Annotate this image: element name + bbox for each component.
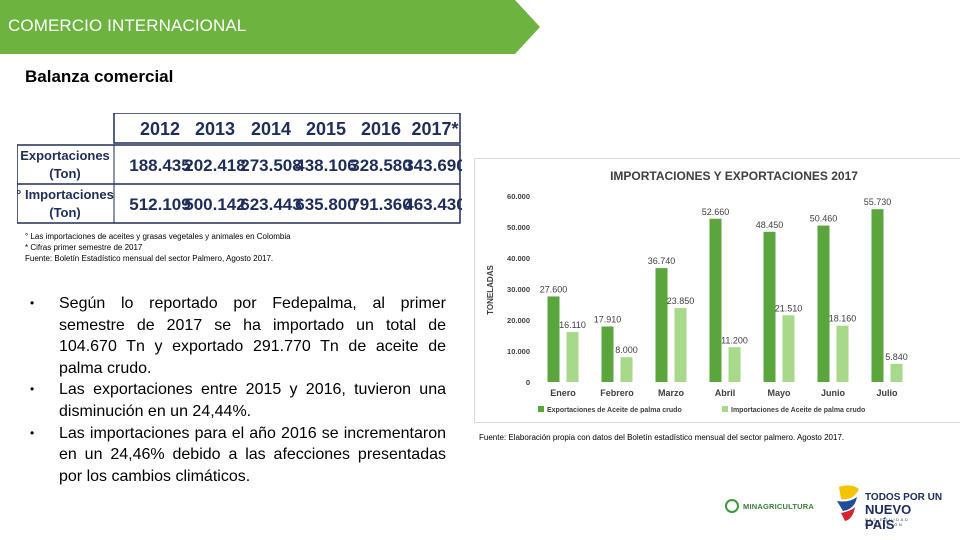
bar-data-label: 27.600 [540, 284, 568, 294]
table-cell: 328.580 [350, 156, 411, 175]
logo-text-line2: NUEVO PAÍS [865, 502, 912, 532]
bullet-symbol: • [30, 382, 35, 397]
bar [890, 363, 903, 382]
y-tick-label: 40.000 [507, 254, 530, 263]
y-tick-label: 20.000 [507, 316, 530, 325]
bar [782, 315, 795, 382]
bar [728, 347, 741, 382]
legend-entry: Exportaciones de Aceite de palma crudo [547, 407, 682, 414]
bar [601, 326, 614, 382]
x-tick-label: Enero [550, 388, 576, 398]
section-subtitle: Balanza comercial [25, 67, 174, 86]
bar-data-label: 5.840 [885, 352, 908, 362]
chart-source: Fuente: Elaboración propia con datos del… [479, 433, 845, 442]
header-band [0, 0, 540, 54]
bar [836, 325, 849, 382]
table-year-header: 2014 [251, 119, 291, 139]
note-line: ° Las importaciones de aceites y grasas … [25, 232, 291, 241]
bar-data-label: 16.110 [559, 320, 586, 330]
x-tick-label: Febrero [600, 388, 634, 398]
logo-text-line1: TODOS POR UN [865, 492, 943, 503]
note-line: Fuente: Boletín Estadístico mensual del … [25, 254, 274, 263]
todos-por-un-nuevo-pais-logo: TODOS POR UN NUEVO PAÍS PAZ EQUIDAD EDUC… [833, 483, 943, 532]
table-cell: 500.142 [184, 195, 245, 214]
y-tick-label: 50.000 [507, 223, 530, 232]
bar [566, 332, 579, 382]
bullet-symbol: • [30, 296, 35, 310]
table-cell: 273.508 [240, 156, 301, 175]
x-tick-label: Julio [876, 388, 898, 398]
bar [817, 225, 830, 382]
page-title: COMERCIO INTERNACIONAL [8, 16, 247, 35]
bar-data-label: 36.740 [648, 256, 676, 266]
table-year-header: 2015 [306, 119, 346, 139]
bar [871, 209, 884, 382]
bullet-symbol: • [30, 425, 35, 440]
bar-data-label: 18.160 [829, 314, 857, 324]
x-tick-label: Junio [821, 388, 846, 398]
bullet-text: Las exportaciones entre 2015 y 2016, tuv… [59, 381, 446, 420]
minagri-text: MINAGRICULTURA [743, 501, 814, 511]
legend-swatch [722, 406, 728, 412]
table-cell: 623.443 [240, 195, 301, 214]
table-row-unit: (Ton) [49, 166, 81, 181]
table-year-header: 2013 [195, 119, 235, 139]
x-tick-label: Abril [715, 388, 736, 398]
bullet-text: Según lo reportado por Fedepalma, al pri… [59, 295, 446, 377]
table-cell: 791.360 [350, 195, 411, 214]
table-row-unit: (Ton) [49, 205, 81, 220]
table-cell: 343.690 [404, 156, 462, 175]
header-band-shape [0, 0, 540, 54]
list-item: • Las importaciones para el año 2016 se … [30, 423, 446, 488]
x-tick-label: Mayo [767, 388, 791, 398]
bar [674, 308, 687, 382]
table-year-header: 2017* [411, 119, 458, 139]
note-line: * Cifras primer semestre de 2017 [25, 243, 143, 252]
bar [763, 231, 776, 382]
table-cell: 512.109 [129, 195, 190, 214]
list-item: • Según lo reportado por Fedepalma, al p… [30, 293, 446, 379]
y-tick-label: 0 [526, 378, 530, 387]
table-notes: ° Las importaciones de aceites y grasas … [25, 231, 291, 264]
table-cell: 202.418 [184, 156, 245, 175]
bar [655, 268, 668, 382]
bar [709, 218, 722, 382]
y-tick-label: 10.000 [507, 347, 530, 356]
minagricultura-logo: MINAGRICULTURA [725, 497, 825, 515]
colombia-flag-icon [837, 485, 859, 521]
table-cell: 188.435 [129, 156, 190, 175]
bar-data-label: 48.450 [756, 220, 784, 230]
y-tick-label: 60.000 [507, 192, 530, 201]
y-axis-label: TONELADAS [486, 265, 495, 315]
bullet-text: Las importaciones para el año 2016 se in… [59, 424, 446, 485]
table-cell: 438.106 [295, 156, 356, 175]
logo-text-line3: PAZ EQUIDAD EDUCACIÓN [865, 517, 910, 527]
legend-entry: Importaciones de Aceite de palma crudo [731, 407, 865, 414]
bar-data-label: 8.000 [615, 345, 638, 355]
trade-balance-table: 2012 2013 2014 2015 2016 2017* Exportaciones (… [16, 112, 466, 230]
y-tick-label: 30.000 [507, 285, 530, 294]
table-year-header: 2012 [140, 119, 180, 139]
table-year-header: 2016 [361, 119, 401, 139]
legend-swatch [538, 406, 544, 412]
bar-data-label: 21.510 [775, 303, 803, 313]
bar-data-label: 11.200 [721, 335, 748, 345]
bar-data-label: 52.660 [702, 207, 730, 217]
imports-exports-chart: IMPORTACIONES Y EXPORTACIONES 2017 TONEL… [474, 158, 960, 423]
table-cell: 635.800 [295, 195, 356, 214]
seal-icon [725, 499, 739, 513]
bar [620, 357, 633, 382]
bar-data-label: 17.910 [594, 314, 622, 324]
bar-data-label: 50.460 [810, 214, 838, 224]
list-item: • Las exportaciones entre 2015 y 2016, t… [30, 379, 446, 422]
bar [547, 296, 560, 382]
table-cell: 463.430 [404, 195, 462, 214]
bullet-list: • Según lo reportado por Fedepalma, al p… [30, 293, 446, 487]
table-row-label: Exportaciones [20, 148, 110, 163]
bar-data-label: 23.850 [667, 296, 695, 306]
table-row-label: ° Importaciones [17, 187, 114, 202]
bar-data-label: 55.730 [864, 197, 892, 207]
chart-title: IMPORTACIONES Y EXPORTACIONES 2017 [610, 169, 858, 183]
x-tick-label: Marzo [658, 388, 685, 398]
